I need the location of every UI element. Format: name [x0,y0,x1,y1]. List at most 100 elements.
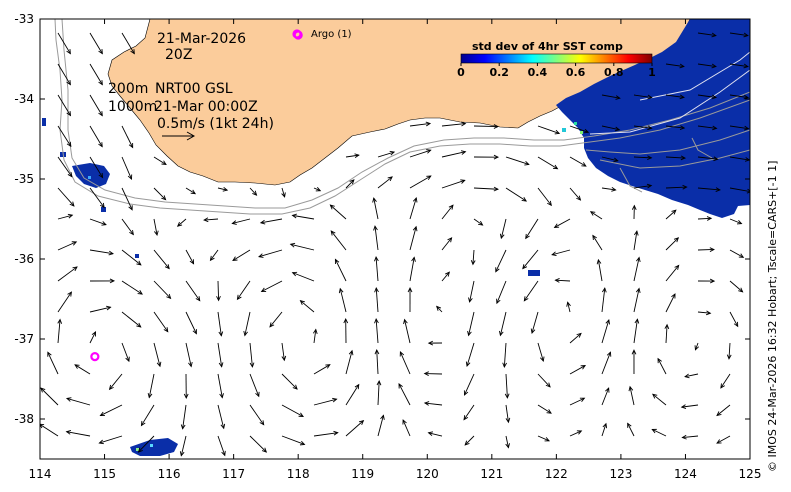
current-arrow [249,373,260,398]
x-tick-label: 118 [287,467,310,481]
current-arrow [537,342,545,362]
current-arrow [89,249,114,256]
current-arrow [289,242,315,251]
current-arrow [726,342,732,360]
current-arrow [121,249,142,266]
current-arrow [57,241,78,251]
current-arrow [468,280,475,303]
current-arrow [473,124,500,129]
current-arrow [89,187,105,209]
current-arrow [313,364,331,375]
current-arrow [57,266,78,282]
y-tick-label: -33 [14,12,34,26]
current-arrow [57,291,72,313]
colorbar-tick-label: 0.2 [489,66,509,79]
current-arrow [40,423,59,437]
current-arrow [729,63,749,69]
current-arrow [258,249,283,258]
current-arrow [338,287,347,313]
current-arrow [65,430,91,437]
current-arrow [57,125,72,148]
argo-label: Argo (1) [311,29,352,40]
current-arrow [716,435,731,444]
current-arrow [601,187,617,192]
current-arrow [665,264,680,282]
current-arrow [74,364,91,375]
x-tick-label: 121 [480,467,503,481]
current-arrow [505,404,511,424]
current-arrow [89,94,103,117]
current-arrow [496,280,507,305]
x-tick-label: 119 [351,467,374,481]
x-tick-label: 117 [222,467,245,481]
current-arrow [89,32,103,55]
current-arrow [99,404,123,416]
current-arrow [185,311,197,335]
current-arrow [216,280,221,302]
current-arrow [697,278,716,284]
current-arrow [203,217,219,223]
current-arrow [665,209,677,220]
current-arrow [601,125,621,132]
current-arrow [281,187,286,198]
current-arrow [153,342,162,368]
current-arrow [729,94,750,100]
current-arrow [140,404,155,427]
current-arrow [441,150,467,158]
current-arrow [89,278,116,284]
current-arrow [312,328,318,344]
current-arrow [259,218,283,225]
current-arrow [441,121,467,127]
current-arrow [377,176,393,189]
current-arrow [697,63,717,69]
current-arrow [652,393,667,406]
x-tick-label: 120 [416,467,439,481]
current-arrow [409,175,432,189]
current-arrow [329,204,347,220]
time-label: 20Z [165,47,192,63]
current-arrow [57,63,71,86]
current-arrow [409,256,416,282]
current-arrow [697,216,713,221]
sst-warm-pixels [88,122,583,451]
current-arrow [185,280,201,302]
current-arrow [569,156,587,167]
current-arrow [502,342,507,368]
current-arrow [729,32,749,38]
current-arrow [89,218,107,226]
colorbar-tick-label: 0.6 [566,66,586,79]
x-tick-label: 115 [93,467,116,481]
current-arrow [427,431,443,437]
current-arrow [473,186,500,192]
current-arrow [57,318,63,344]
current-arrow [57,156,73,178]
current-arrow [601,287,607,313]
current-arrow [681,434,699,440]
current-arrow [402,419,411,437]
current-arrow [665,237,680,251]
current-arrow [374,256,379,282]
current-arrow [729,218,743,225]
current-arrow [98,435,123,445]
current-arrow [185,187,197,195]
current-arrow [65,397,91,406]
current-arrow [499,218,507,240]
current-arrow [376,379,382,406]
current-arrow [231,218,251,225]
current-arrow [537,435,551,442]
current-arrow [601,422,608,437]
current-arrow [537,187,552,207]
current-arrow [345,383,360,406]
current-arrow [729,280,744,293]
current-arrow [57,94,72,117]
current-arrow [729,311,739,328]
current-arrow [108,373,123,391]
current-arrow [345,153,360,159]
current-arrow [373,225,379,251]
current-arrow [153,249,170,270]
current-arrow [665,94,685,100]
depth-label-1000m: 1000m [108,99,157,115]
current-arrow [313,430,339,437]
current-arrow [249,435,268,453]
